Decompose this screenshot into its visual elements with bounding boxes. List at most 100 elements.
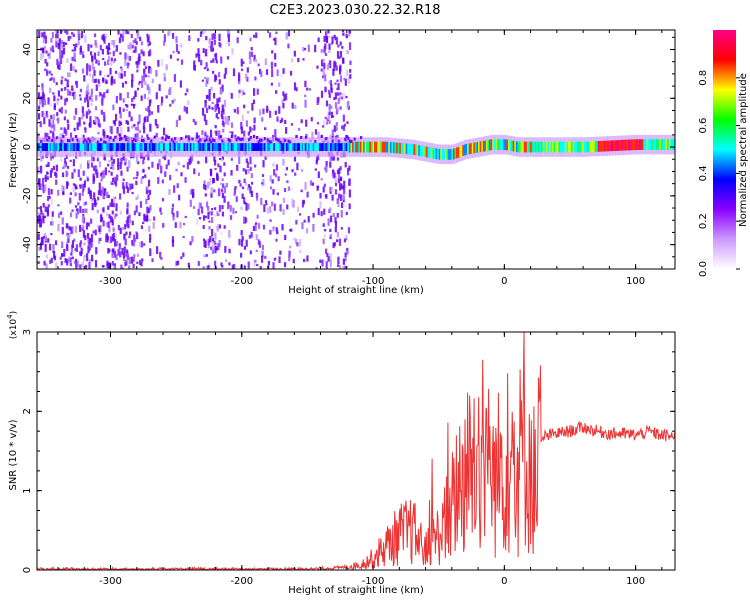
noise-mark — [162, 41, 166, 46]
noise-mark — [309, 180, 313, 186]
ridge-mark — [605, 140, 609, 152]
noise-mark — [95, 202, 98, 205]
colorbar: 0.00.20.40.60.8 Normalized spectral ampl… — [698, 30, 749, 277]
noise-mark — [114, 179, 118, 187]
noise-mark — [237, 30, 240, 34]
ridge-mark — [665, 139, 668, 150]
noise-mark — [126, 166, 129, 172]
ridge-mark — [87, 143, 90, 151]
noise-mark — [223, 99, 227, 108]
noise-mark — [107, 55, 110, 61]
noise-mark — [66, 244, 69, 252]
noise-mark — [123, 234, 126, 240]
noise-mark — [46, 171, 49, 175]
ridge-mark — [615, 140, 618, 151]
ridge-mark — [496, 139, 500, 150]
colorbar-label: Normalized spectral amplitude — [738, 73, 749, 227]
noise-mark — [343, 187, 346, 195]
noise-mark — [247, 131, 250, 136]
noise-mark — [346, 247, 349, 252]
noise-mark — [143, 156, 146, 160]
noise-mark — [328, 80, 331, 84]
noise-mark — [141, 176, 144, 179]
noise-mark — [207, 211, 210, 220]
noise-mark — [165, 95, 168, 99]
noise-mark — [332, 68, 335, 76]
noise-mark — [50, 77, 53, 81]
noise-mark — [162, 223, 165, 228]
noise-mark — [40, 210, 43, 215]
noise-mark — [152, 222, 155, 229]
ridge-mark — [215, 143, 218, 151]
noise-mark — [276, 231, 279, 234]
noise-mark — [105, 90, 109, 94]
ridge-mark — [62, 134, 65, 138]
noise-mark — [138, 241, 142, 248]
ridge-mark — [224, 143, 227, 151]
noise-mark — [113, 265, 116, 269]
noise-mark — [243, 104, 246, 109]
noise-mark — [86, 233, 90, 239]
ridge-mark — [566, 141, 569, 153]
noise-mark — [80, 247, 83, 255]
noise-mark — [218, 157, 222, 161]
noise-mark — [174, 222, 177, 228]
noise-mark — [249, 156, 252, 165]
noise-mark — [223, 186, 227, 194]
noise-mark — [42, 235, 46, 239]
ridge-mark — [163, 143, 166, 151]
noise-mark — [221, 84, 224, 92]
ridge-mark — [259, 138, 262, 142]
ridge-mark — [123, 143, 127, 151]
ridge-mark — [336, 143, 339, 151]
noise-mark — [85, 111, 88, 119]
noise-mark — [328, 35, 331, 39]
ridge-mark — [596, 141, 599, 152]
noise-mark — [270, 61, 274, 70]
ridge-mark — [87, 137, 90, 141]
noise-mark — [212, 70, 215, 74]
noise-mark — [131, 73, 134, 82]
noise-mark — [211, 242, 215, 250]
ridge-mark — [77, 143, 81, 151]
noise-mark — [282, 68, 285, 74]
noise-mark — [68, 256, 71, 264]
noise-mark — [82, 208, 85, 213]
noise-mark — [336, 169, 340, 175]
x-tick-label: 100 — [626, 276, 645, 287]
noise-mark — [71, 209, 74, 212]
noise-mark — [304, 99, 307, 108]
ridge-mark — [623, 139, 626, 151]
noise-mark — [67, 123, 70, 130]
noise-mark — [46, 176, 49, 180]
noise-mark — [37, 105, 41, 110]
noise-mark — [268, 32, 272, 38]
noise-mark — [302, 46, 305, 52]
noise-mark — [130, 116, 133, 122]
noise-mark — [324, 74, 327, 82]
noise-mark — [123, 70, 126, 77]
noise-mark — [111, 161, 114, 167]
ridge-mark — [359, 141, 363, 153]
noise-mark — [229, 205, 232, 212]
noise-mark — [203, 30, 206, 34]
noise-mark — [231, 48, 234, 55]
ridge-mark — [202, 143, 205, 151]
noise-mark — [329, 186, 332, 194]
noise-mark — [226, 207, 230, 210]
noise-mark — [341, 30, 345, 33]
noise-mark — [211, 107, 214, 110]
noise-mark — [103, 156, 107, 161]
ridge-mark — [199, 138, 202, 142]
noise-mark — [255, 249, 258, 252]
ridge-mark — [651, 139, 654, 150]
noise-mark — [89, 51, 93, 56]
noise-mark — [197, 160, 200, 165]
ridge-mark — [158, 143, 161, 151]
ridge-mark — [550, 141, 553, 153]
noise-mark — [250, 173, 253, 179]
ridge-mark — [548, 141, 552, 153]
noise-mark — [49, 259, 52, 264]
noise-mark — [136, 60, 139, 69]
